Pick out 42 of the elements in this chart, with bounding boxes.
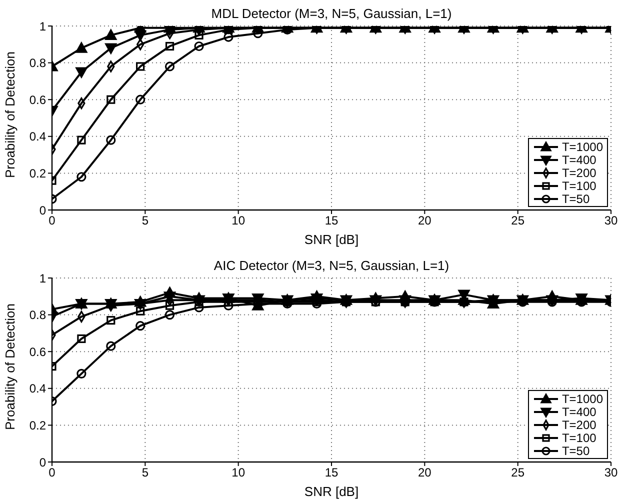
x-tick-label: 0: [48, 214, 56, 228]
legend-label: T=400: [562, 152, 596, 166]
x-tick-label: 25: [511, 466, 525, 480]
legend-label: T=50: [562, 444, 590, 458]
legend-label: T=200: [562, 418, 596, 432]
x-tick-label: 20: [418, 466, 432, 480]
x-tick-label: 0: [48, 466, 56, 480]
x-tick-label: 20: [418, 214, 432, 228]
y-tick-label: 0: [39, 203, 46, 218]
x-tick-label: 5: [142, 214, 149, 228]
legend-label: T=1000: [562, 140, 603, 154]
y-tick-label: 0.4: [29, 382, 46, 396]
legend-label: T=100: [562, 430, 596, 444]
x-tick-label: 15: [324, 214, 338, 228]
y-axis-title: Proability of Detection: [2, 52, 18, 178]
x-tick-label: 10: [232, 466, 246, 480]
y-tick-label: 1: [39, 19, 46, 34]
x-tick-label: 10: [232, 214, 246, 228]
legend-label: T=50: [562, 192, 590, 206]
chart-title: MDL Detector (M=3, N=5, Gaussian, L=1): [210, 6, 453, 21]
legend-label: T=400: [562, 404, 596, 418]
y-tick-label: 0.8: [29, 308, 46, 322]
x-tick-label: 30: [604, 466, 618, 480]
y-tick-label: 0.2: [29, 418, 46, 432]
y-tick-label: 0.8: [29, 56, 46, 70]
x-tick-label: 5: [142, 466, 149, 480]
y-tick-label: 1: [39, 271, 46, 286]
y-tick-label: 0.6: [29, 344, 46, 359]
x-tick-label: 25: [511, 214, 525, 228]
y-tick-label: 0.2: [29, 166, 46, 180]
x-tick-label: 15: [324, 466, 338, 480]
legend-label: T=200: [562, 166, 596, 180]
legend-label: T=100: [562, 178, 596, 192]
legend-label: T=1000: [562, 392, 603, 406]
x-axis-title: SNR [dB]: [304, 232, 359, 247]
chart-title: AIC Detector (M=3, N=5, Gaussian, L=1): [212, 258, 450, 273]
y-tick-label: 0: [39, 455, 46, 470]
y-tick-label: 0.4: [29, 130, 46, 144]
y-axis-title: Proability of Detection: [2, 304, 18, 430]
x-tick-label: 30: [604, 214, 618, 228]
y-tick-label: 0.6: [29, 92, 46, 107]
x-axis-title: SNR [dB]: [304, 484, 359, 499]
